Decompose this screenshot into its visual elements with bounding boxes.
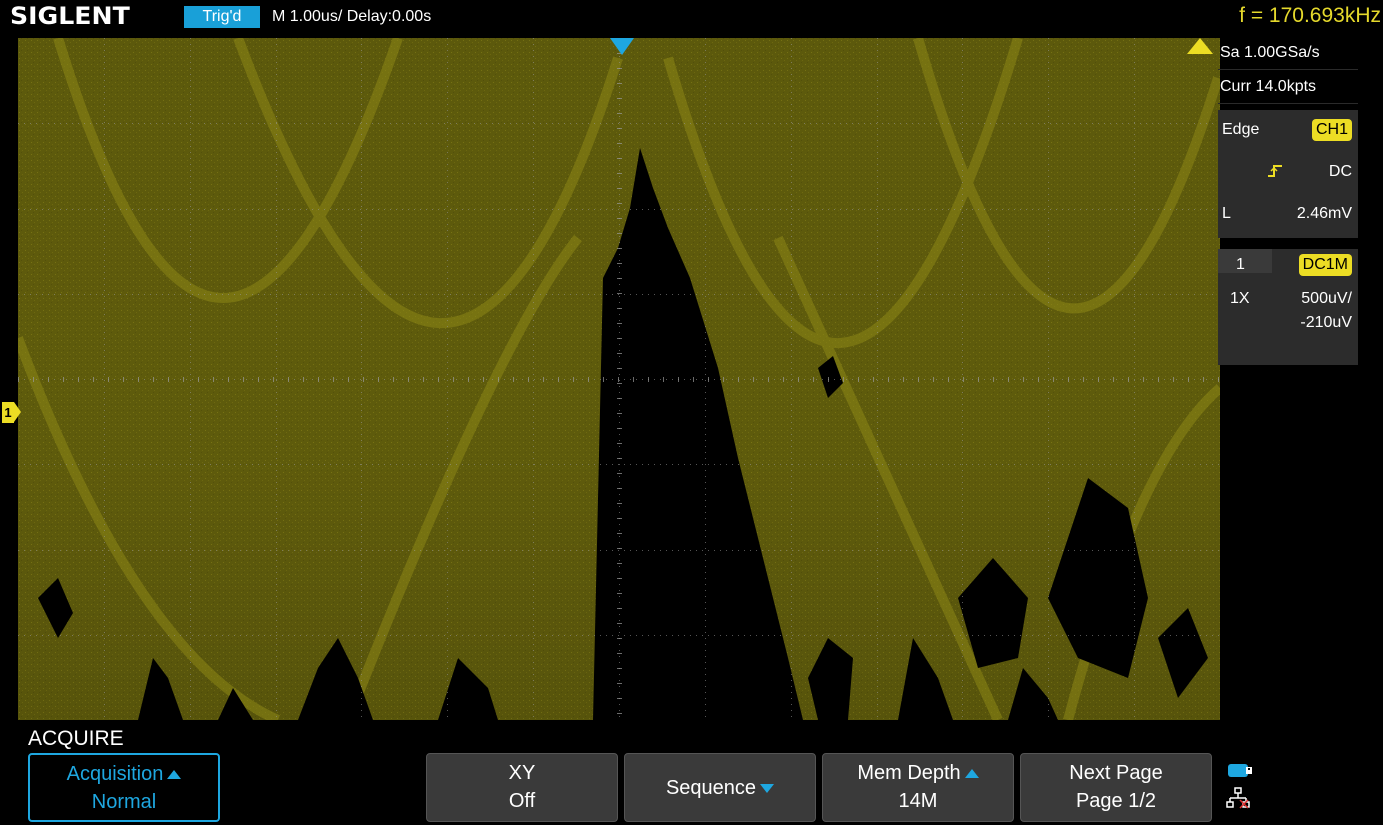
status-icons (1226, 758, 1286, 820)
network-disconnected-icon (1226, 787, 1250, 809)
waveform-display[interactable] (18, 38, 1220, 720)
trace-gaps (38, 148, 1208, 720)
rising-edge-icon (1268, 165, 1282, 177)
xy-mode-button[interactable]: XY Off (426, 753, 618, 822)
channel-offset-row: -210uV (1218, 311, 1358, 335)
usb-storage-icon (1228, 764, 1252, 777)
trigger-coupling: DC (1328, 163, 1352, 180)
memory-points: Curr 14.0kpts (1218, 70, 1358, 104)
trigger-level-row: L 2.46mV (1218, 198, 1358, 230)
vertical-scale: 500uV/ (1301, 290, 1352, 307)
softkey-label: Sequence (665, 777, 757, 799)
trace-envelopes (18, 38, 1220, 720)
menu-title: ACQUIRE (28, 727, 124, 750)
channel-number: 1 (1236, 256, 1245, 273)
sample-rate: Sa 1.00GSa/s (1218, 36, 1358, 70)
softkey-value: Page 1/2 (1075, 790, 1157, 812)
softkey-label: XY (508, 762, 536, 784)
channel-tab (1218, 249, 1272, 273)
trigger-position-marker[interactable] (610, 38, 634, 55)
trigger-type-row: Edge CH1 (1218, 114, 1358, 146)
brand-logo: SIGLENT (10, 2, 130, 30)
trigger-level-label: L (1222, 205, 1231, 222)
channel-1-settings-panel[interactable]: 1 DC1M 1X 500uV/ -210uV (1218, 249, 1358, 365)
channel-marker-label: 1 (2, 402, 14, 423)
trigger-level-value: 2.46mV (1296, 205, 1352, 222)
softkey-label: Acquisition (66, 763, 164, 785)
channel-marker-arrow (14, 402, 21, 422)
up-arrow-icon (167, 770, 182, 780)
trigger-source: CH1 (1311, 119, 1352, 141)
down-arrow-icon (760, 784, 775, 794)
trigger-settings-panel[interactable]: Edge CH1 DC L 2.46mV (1218, 110, 1358, 238)
trigger-type: Edge (1222, 121, 1260, 138)
top-status-bar: SIGLENT Trig'd M 1.00us/ Delay:0.00s f =… (0, 0, 1383, 30)
channel-coupling: DC1M (1298, 254, 1352, 276)
softkey-label: Mem Depth (857, 762, 961, 784)
graticule-grid (18, 38, 1219, 717)
vertical-offset: -210uV (1300, 314, 1352, 331)
softkey-label: Next Page (1069, 762, 1163, 784)
acquisition-mode-button[interactable]: Acquisition Normal (28, 753, 220, 822)
trigger-slope-row: DC (1218, 156, 1358, 188)
waveform-graticule (18, 38, 1220, 720)
acquisition-info-panel: Sa 1.00GSa/s Curr 14.0kpts (1218, 36, 1358, 104)
probe-attenuation: 1X (1230, 290, 1250, 307)
softkey-value: 14M (898, 790, 938, 812)
trigger-level-marker[interactable] (1187, 38, 1213, 54)
channel-header-row: 1 DC1M (1218, 253, 1358, 277)
softkey-value: Normal (91, 791, 157, 813)
timebase-readout: M 1.00us/ Delay:0.00s (272, 8, 432, 25)
trigger-status-badge: Trig'd (184, 6, 260, 28)
sequence-button[interactable]: Sequence (624, 753, 816, 822)
softkey-value: Off (508, 790, 536, 812)
channel-1-offset-marker[interactable]: 1 (2, 402, 21, 423)
frequency-counter: f = 170.693kHz (1239, 4, 1381, 27)
channel-scale-row: 1X 500uV/ (1218, 287, 1358, 311)
mem-depth-button[interactable]: Mem Depth 14M (822, 753, 1014, 822)
up-arrow-icon (964, 769, 979, 779)
next-page-button[interactable]: Next Page Page 1/2 (1020, 753, 1212, 822)
